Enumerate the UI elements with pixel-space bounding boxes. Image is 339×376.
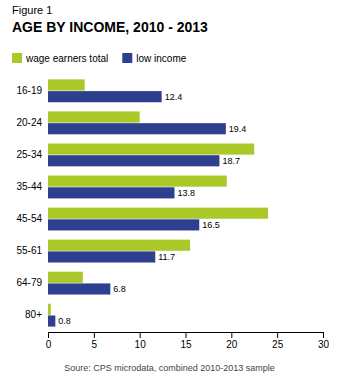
- x-tick-mark: [323, 332, 324, 338]
- x-tick-mark: [140, 332, 141, 338]
- data-label: 12.4: [165, 92, 183, 102]
- y-tick-label: 16-19: [16, 85, 42, 96]
- data-label: 13.8: [178, 188, 196, 198]
- x-axis: 0 5 10 15 20 25 30: [46, 332, 330, 350]
- legend-label: wage earners total: [25, 53, 108, 64]
- bar: [48, 304, 51, 315]
- y-tick-label: 35-44: [16, 181, 42, 192]
- bar: [48, 283, 110, 294]
- bar: [48, 91, 162, 102]
- bars: [48, 79, 268, 326]
- y-tick-label: 64-79: [16, 277, 42, 288]
- x-tick: 5: [92, 332, 98, 350]
- bar: [48, 315, 55, 326]
- data-label: 18.7: [222, 156, 240, 166]
- y-tick: 64-79: [16, 277, 42, 288]
- bar: [48, 123, 226, 134]
- x-tick: 15: [180, 332, 192, 350]
- chart: Figure 1 AGE BY INCOME, 2010 - 2013 12.4 19…: [0, 0, 339, 376]
- data-label: 19.4: [229, 124, 247, 134]
- x-axis-line: [49, 333, 324, 339]
- x-tick-mark: [94, 332, 95, 338]
- x-tick-label: 0: [46, 339, 52, 350]
- y-tick-label: 20-24: [16, 117, 42, 128]
- y-tick: 35-44: [16, 181, 42, 192]
- subtitle: Figure 1: [12, 4, 52, 16]
- bar: [48, 111, 140, 122]
- legend-label: low income: [136, 53, 186, 64]
- bar: [48, 187, 175, 198]
- y-tick: 80+: [25, 309, 42, 320]
- x-tick-label: 5: [92, 339, 98, 350]
- x-tick-mark: [231, 332, 232, 338]
- y-tick: 55-61: [16, 245, 42, 256]
- x-tick-label: 20: [226, 339, 238, 350]
- x-tick-mark: [48, 332, 49, 338]
- legend-swatch: [122, 53, 132, 63]
- legend-swatch: [12, 53, 22, 63]
- bar: [48, 143, 254, 154]
- bar: [48, 272, 83, 283]
- data-label: 6.8: [113, 284, 126, 294]
- annotation: Soure: CPS microdata, combined 2010-2013…: [64, 363, 275, 373]
- bar: [48, 251, 155, 262]
- bar: [48, 155, 219, 166]
- x-tick: 30: [318, 332, 330, 350]
- legend-item: low income: [122, 53, 186, 64]
- data-labels: 12.4 19.4 18.7 13.8 16.5 11.7 6.8 0.8: [58, 92, 246, 326]
- series: [48, 91, 226, 326]
- data-label: 0.8: [58, 316, 71, 326]
- y-tick: 20-24: [16, 117, 42, 128]
- x-tick-label: 10: [135, 339, 147, 350]
- bar: [48, 240, 190, 251]
- bar: [48, 208, 268, 219]
- bar: [48, 219, 199, 230]
- x-tick-label: 25: [272, 339, 284, 350]
- x-tick: 20: [226, 332, 238, 350]
- y-tick: 45-54: [16, 213, 42, 224]
- y-tick-label: 80+: [25, 309, 42, 320]
- data-label: 16.5: [202, 220, 220, 230]
- y-tick-label: 45-54: [16, 213, 42, 224]
- y-tick-label: 55-61: [16, 245, 42, 256]
- bar: [48, 176, 227, 187]
- data-label: 11.7: [158, 252, 175, 262]
- bar: [48, 79, 85, 90]
- x-tick: 10: [135, 332, 147, 350]
- x-tick: 0: [46, 332, 52, 350]
- x-tick-label: 30: [318, 339, 330, 350]
- y-tick: 16-19: [16, 85, 42, 96]
- series: [48, 79, 268, 314]
- x-tick: 25: [272, 332, 284, 350]
- title: AGE BY INCOME, 2010 - 2013: [12, 19, 208, 35]
- x-tick-mark: [277, 332, 278, 338]
- x-tick-mark: [186, 332, 187, 338]
- x-tick-label: 15: [180, 339, 192, 350]
- legend-item: wage earners total: [12, 53, 108, 64]
- y-tick: 25-34: [16, 149, 42, 160]
- legend: wage earners total low income: [12, 53, 187, 64]
- y-axis: 16-19 20-24 25-34 35-44 45-54 55-61 64-79 80+: [16, 85, 42, 320]
- y-tick-label: 25-34: [16, 149, 42, 160]
